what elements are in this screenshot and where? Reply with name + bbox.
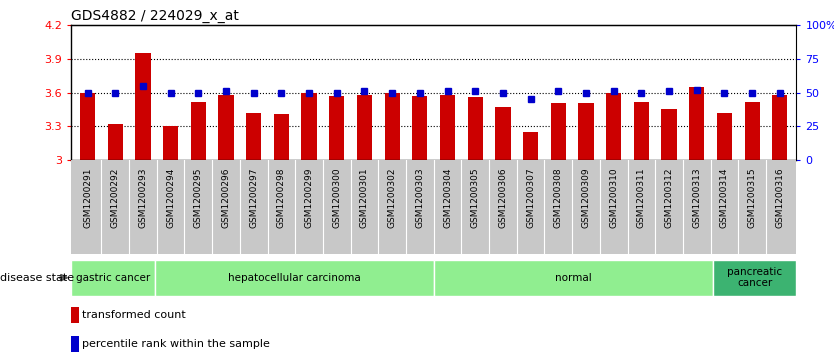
Bar (384, 93, 399, 160)
Bar (154, 260, 434, 296)
Text: GSM1200297: GSM1200297 (249, 167, 259, 228)
Bar (71, 260, 154, 296)
Bar (71, 307, 79, 323)
Bar (412, 96, 428, 160)
Text: GSM1200300: GSM1200300 (332, 167, 341, 228)
Text: GSM1200301: GSM1200301 (360, 167, 369, 228)
Bar (689, 87, 705, 160)
Bar (301, 93, 317, 160)
Text: GSM1200307: GSM1200307 (526, 167, 535, 228)
Text: GSM1200294: GSM1200294 (166, 167, 175, 228)
Text: GSM1200308: GSM1200308 (554, 167, 563, 228)
Text: GSM1200293: GSM1200293 (138, 167, 148, 228)
Bar (71, 336, 79, 352)
Bar (163, 126, 178, 160)
Bar (440, 95, 455, 160)
Bar (717, 113, 732, 160)
Text: GSM1200305: GSM1200305 (470, 167, 480, 228)
Text: percentile rank within the sample: percentile rank within the sample (83, 339, 270, 349)
Bar (357, 95, 372, 160)
Text: GSM1200298: GSM1200298 (277, 167, 286, 228)
Bar (550, 103, 566, 160)
Bar (468, 97, 483, 160)
Text: GSM1200296: GSM1200296 (222, 167, 230, 228)
Text: transformed count: transformed count (83, 310, 186, 320)
Text: GSM1200291: GSM1200291 (83, 167, 92, 228)
Bar (661, 109, 676, 160)
Bar (274, 114, 289, 160)
Text: GSM1200313: GSM1200313 (692, 167, 701, 228)
Bar (246, 113, 261, 160)
Text: GSM1200292: GSM1200292 (111, 167, 120, 228)
Bar (606, 93, 621, 160)
Text: hepatocellular carcinoma: hepatocellular carcinoma (228, 273, 360, 283)
Bar (579, 103, 594, 160)
Text: disease state: disease state (0, 273, 74, 283)
Bar (219, 95, 234, 160)
Text: GSM1200316: GSM1200316 (776, 167, 784, 228)
Text: GSM1200310: GSM1200310 (609, 167, 618, 228)
Text: GSM1200304: GSM1200304 (443, 167, 452, 228)
Text: GSM1200311: GSM1200311 (637, 167, 646, 228)
Text: GSM1200299: GSM1200299 (304, 167, 314, 228)
Bar (191, 102, 206, 160)
Bar (523, 132, 538, 160)
Text: GSM1200314: GSM1200314 (720, 167, 729, 228)
Text: normal: normal (555, 273, 591, 283)
Bar (745, 102, 760, 160)
Bar (713, 260, 796, 296)
Text: GSM1200309: GSM1200309 (581, 167, 590, 228)
Text: GSM1200302: GSM1200302 (388, 167, 397, 228)
Bar (329, 96, 344, 160)
Bar (434, 260, 713, 296)
Text: GDS4882 / 224029_x_at: GDS4882 / 224029_x_at (71, 9, 239, 23)
Bar (135, 53, 150, 160)
Text: gastric cancer: gastric cancer (76, 273, 150, 283)
Text: pancreatic
cancer: pancreatic cancer (727, 267, 782, 289)
Bar (772, 95, 787, 160)
Bar (71, 160, 796, 254)
Text: GSM1200312: GSM1200312 (665, 167, 674, 228)
Bar (634, 102, 649, 160)
Text: GSM1200295: GSM1200295 (193, 167, 203, 228)
Bar (108, 124, 123, 160)
Text: GSM1200303: GSM1200303 (415, 167, 425, 228)
Text: GSM1200315: GSM1200315 (747, 167, 756, 228)
Bar (495, 107, 510, 160)
Text: GSM1200306: GSM1200306 (499, 167, 507, 228)
Bar (80, 93, 95, 160)
